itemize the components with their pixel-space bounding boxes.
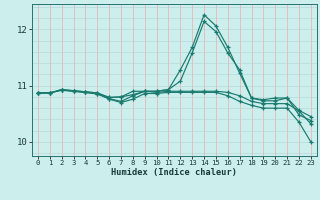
- X-axis label: Humidex (Indice chaleur): Humidex (Indice chaleur): [111, 168, 237, 177]
